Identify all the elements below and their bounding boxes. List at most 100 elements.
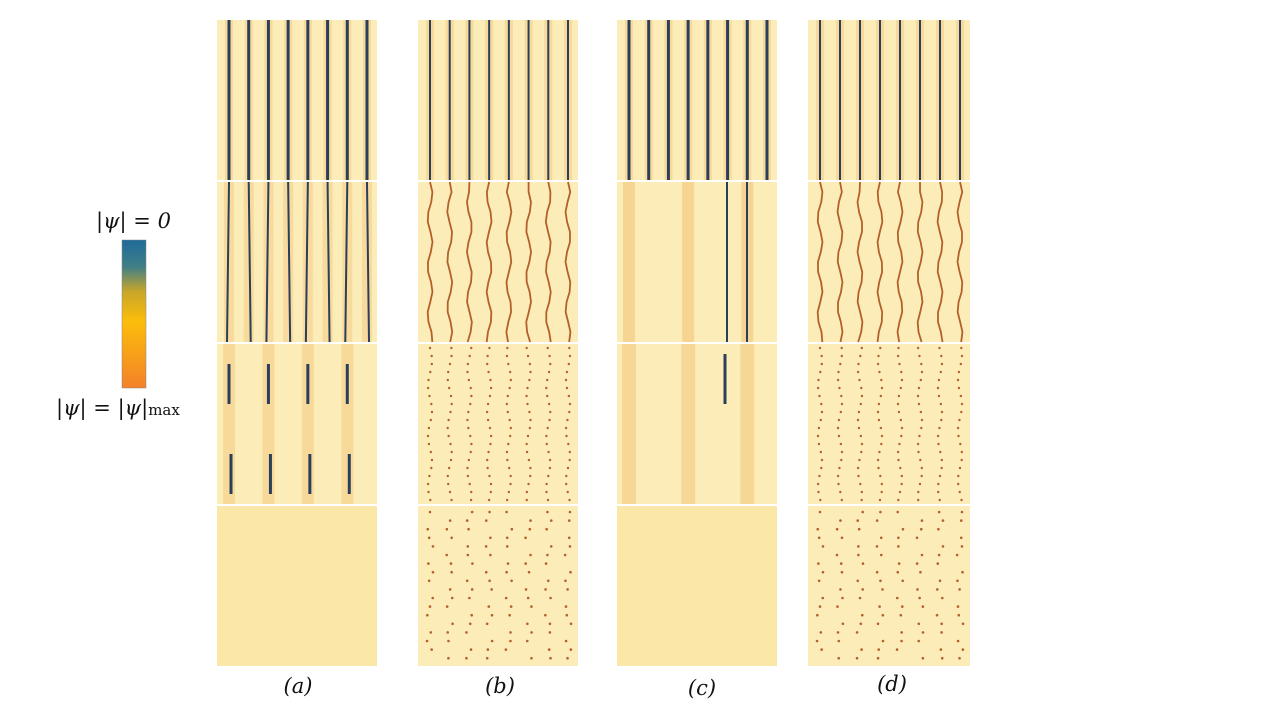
vortex-dot [817,442,821,446]
vortex-dot [529,466,532,470]
vortex-dot [545,482,548,486]
vortex-dot [956,639,960,643]
vortex-dot [569,648,573,651]
vortex-dot [815,639,819,643]
vortex-line [265,181,270,343]
vortex-dot [860,346,864,350]
vortex-dot [565,474,568,478]
vortex-dot [956,482,960,486]
vortex-dot [566,466,570,470]
vortex-dot [920,519,924,522]
panel-background [808,20,970,180]
vortex-dot [548,631,552,634]
vortex-dot [564,579,567,583]
vortex-dot [568,510,572,514]
vortex-dot [818,346,822,350]
vortex-dot [960,346,963,350]
vortex-dot [449,562,453,565]
vortex-dot [957,613,961,617]
vortex-dot [549,519,553,522]
vortex-dot [549,596,552,600]
vortex-dot [544,562,548,565]
vortex-dot [960,545,964,548]
vortex-dot [840,458,843,462]
vortex-dot [919,378,923,382]
vortex-dot [505,510,508,514]
vortex-dot [470,613,474,617]
vortex-dot [841,596,844,600]
vortex-dot [880,378,883,382]
vortex-dot [489,386,493,390]
vortex-dot [919,570,922,574]
vortex-dot [857,527,861,531]
vortex-dot [878,498,882,502]
vortex-dot [896,570,900,574]
vortex-dot [816,386,820,390]
vortex-dot [877,354,880,358]
vortex-dot [526,402,529,406]
vortex-dot [836,378,840,382]
vortex-dot [836,631,840,634]
vortex-dot [857,553,860,557]
vortex-dot [466,418,469,422]
vortex-dot [546,510,549,514]
vortex-dot [878,605,881,608]
vortex-dot [935,613,939,617]
vortex-dot [857,545,860,548]
vortex-dot [876,362,880,366]
vortex-dot [488,426,492,430]
vortex-dot [821,596,825,600]
vortex-dot [856,466,860,470]
vortex-dot [879,579,882,583]
vortex-line [505,181,513,343]
vortex-dot [819,498,822,502]
vortex-dot [920,362,923,366]
vortex-dot [861,562,865,565]
vortex-dot [899,613,903,617]
vortex-dot [450,450,453,454]
panel-c-row-1 [617,20,777,180]
panel-a-row-4 [217,506,377,666]
vortex-dot [820,402,823,406]
vortex-dot [881,639,885,643]
vortex-dot [896,354,900,358]
vortex-dot [445,527,449,531]
vortex-dot [918,596,921,600]
vortex-dot [488,579,491,583]
vortex-dot [840,346,843,350]
vortex-dot [509,482,512,486]
panel-d-row-3 [808,344,970,504]
vortex-dot [426,434,430,438]
vortex-dot [467,410,470,414]
vortex-dot [566,418,569,422]
vortex-dot [837,656,841,660]
vortex-dot [488,510,491,514]
vortex-dot [821,570,825,574]
vortex-dot [919,527,923,531]
vortex-dot [448,490,452,494]
vortex-dot [895,596,899,600]
vortex-dot [508,613,511,617]
vortex-dot [489,442,492,446]
panel-d-row-1 [808,20,970,180]
vortex-dot [855,656,859,660]
vortex-dot [431,596,435,600]
vortex-dot [469,450,472,454]
vortex-dot [940,656,944,660]
vortex-dot [860,490,864,494]
vortex-dot [546,498,550,502]
vortex-dot [544,588,547,591]
vortex-dot [958,588,961,591]
vortex-dot [918,434,921,438]
vortex-dot [876,410,880,414]
vortex-dot [959,394,963,398]
vortex-dot [427,490,430,494]
panel-b-row-1 [418,20,578,180]
vortex-halo [623,182,635,342]
panel-d-row-2 [808,181,970,343]
vortex-dot [487,370,490,374]
vortex-dot [568,402,572,406]
vortex-dot [486,362,489,366]
vortex-dot [529,519,532,522]
